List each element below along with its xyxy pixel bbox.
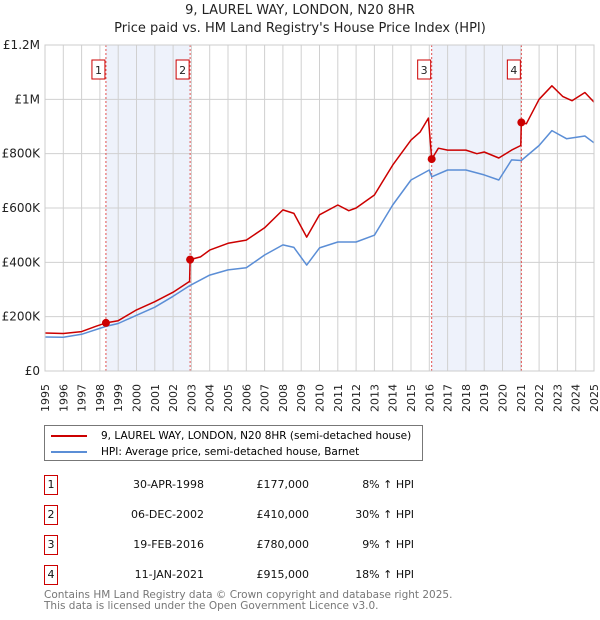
x-tick-label: 2006 [240, 384, 253, 412]
plot-border [44, 44, 595, 372]
legend-label: HPI: Average price, semi-detached house,… [101, 446, 360, 458]
sale-hpi-diff: 8% ↑ HPI [362, 478, 414, 491]
sale-price: £780,000 [256, 538, 310, 551]
sale-point [186, 255, 195, 264]
sale-point [101, 318, 110, 327]
x-tick-label: 2005 [222, 384, 235, 412]
x-tick-label: 2022 [533, 384, 546, 412]
sale-marker-badge: 4 [44, 565, 58, 585]
x-tick-label: 2003 [185, 384, 198, 412]
sale-label: 1 [95, 64, 102, 77]
x-tick-label: 2019 [478, 384, 491, 412]
sale-label-box [91, 59, 106, 80]
chart-subtitle: Price paid vs. HM Land Registry's House … [114, 21, 486, 36]
x-tick-label: 1997 [76, 384, 89, 412]
y-tick-label: £1M [14, 92, 40, 106]
sale-price: £177,000 [256, 478, 310, 491]
legend-item-hpi: HPI: Average price, semi-detached house,… [51, 445, 359, 459]
legend-item-property: 9, LAUREL WAY, LONDON, N20 8HR (semi-det… [51, 429, 411, 443]
x-tick-label: 2008 [277, 384, 290, 412]
x-tick-label: 2020 [497, 384, 510, 412]
sale-price: £915,000 [256, 568, 310, 581]
y-tick-label: £600K [2, 201, 42, 215]
x-tick-label: 2002 [167, 384, 180, 412]
sale-date: 30-APR-1998 [132, 478, 204, 491]
sale-label-box [175, 59, 190, 80]
x-tick-label: 2016 [423, 384, 436, 412]
x-tick-label: 2011 [332, 384, 345, 412]
legend: 9, LAUREL WAY, LONDON, N20 8HR (semi-det… [44, 425, 423, 461]
sale-label: 3 [421, 64, 428, 77]
sale-date: 06-DEC-2002 [130, 508, 204, 521]
price-chart: 1995 1996 1997 1998 1999 2000 2001 2002 2003 2004… [2, 38, 600, 412]
x-tick-label: 1996 [57, 384, 70, 412]
x-tick-label: 1995 [39, 384, 52, 412]
hpi-line [44, 129, 595, 339]
sale-marker-badge: 2 [44, 505, 58, 525]
sale-point [427, 155, 436, 164]
sale-label-box [417, 59, 432, 80]
sale-date: 11-JAN-2021 [134, 568, 204, 581]
chart-title: 9, LAUREL WAY, LONDON, N20 8HR [185, 3, 415, 18]
legend-swatch-blue [51, 451, 87, 453]
x-tick-label: 2007 [259, 384, 272, 412]
x-tick-label: 2014 [387, 384, 400, 412]
x-tick-label: 1999 [112, 384, 125, 412]
x-tick-label: 2024 [570, 384, 583, 412]
price-paid-line [44, 85, 595, 335]
x-tick-label: 2021 [515, 384, 528, 412]
sale-hpi-diff: 18% ↑ HPI [355, 568, 414, 581]
y-tick-label: £200K [2, 310, 42, 324]
footer-licence: This data is licensed under the Open Gov… [44, 600, 379, 612]
x-tick-label: 2010 [314, 384, 327, 412]
x-tick-label: 2025 [588, 384, 600, 412]
sale-label: 4 [510, 64, 517, 77]
x-tick-label: 2013 [368, 384, 381, 412]
sale-marker-badge: 1 [44, 475, 58, 495]
sale-date: 19-FEB-2016 [133, 538, 204, 551]
x-tick-label: 2012 [350, 384, 363, 412]
x-tick-label: 2017 [442, 384, 455, 412]
sale-marker-badge: 3 [44, 535, 58, 555]
sale-price: £410,000 [256, 508, 310, 521]
y-tick-label: £1.2M [3, 38, 40, 52]
legend-label: 9, LAUREL WAY, LONDON, N20 8HR (semi-det… [101, 430, 412, 442]
sale-hpi-diff: 9% ↑ HPI [362, 538, 414, 551]
legend-swatch-red [51, 435, 87, 437]
x-tick-label: 2004 [204, 384, 217, 412]
x-tick-label: 2000 [131, 384, 144, 412]
x-tick-label: 2001 [149, 384, 162, 412]
sale-label-box [506, 59, 521, 80]
x-tick-label: 1998 [94, 384, 107, 412]
footer: Contains HM Land Registry data © Crown c… [44, 590, 452, 612]
y-tick-label: £800K [2, 147, 42, 161]
footer-copyright: Contains HM Land Registry data © Crown c… [44, 589, 453, 601]
x-tick-label: 2023 [551, 384, 564, 412]
y-tick-label: £400K [2, 255, 42, 269]
sale-point [517, 118, 526, 127]
sale-label: 2 [179, 64, 186, 77]
sale-hpi-diff: 30% ↑ HPI [355, 508, 414, 521]
x-tick-label: 2009 [295, 384, 308, 412]
x-tick-label: 2018 [460, 384, 473, 412]
y-tick-label: £0 [25, 364, 40, 378]
x-tick-label: 2015 [405, 384, 418, 412]
